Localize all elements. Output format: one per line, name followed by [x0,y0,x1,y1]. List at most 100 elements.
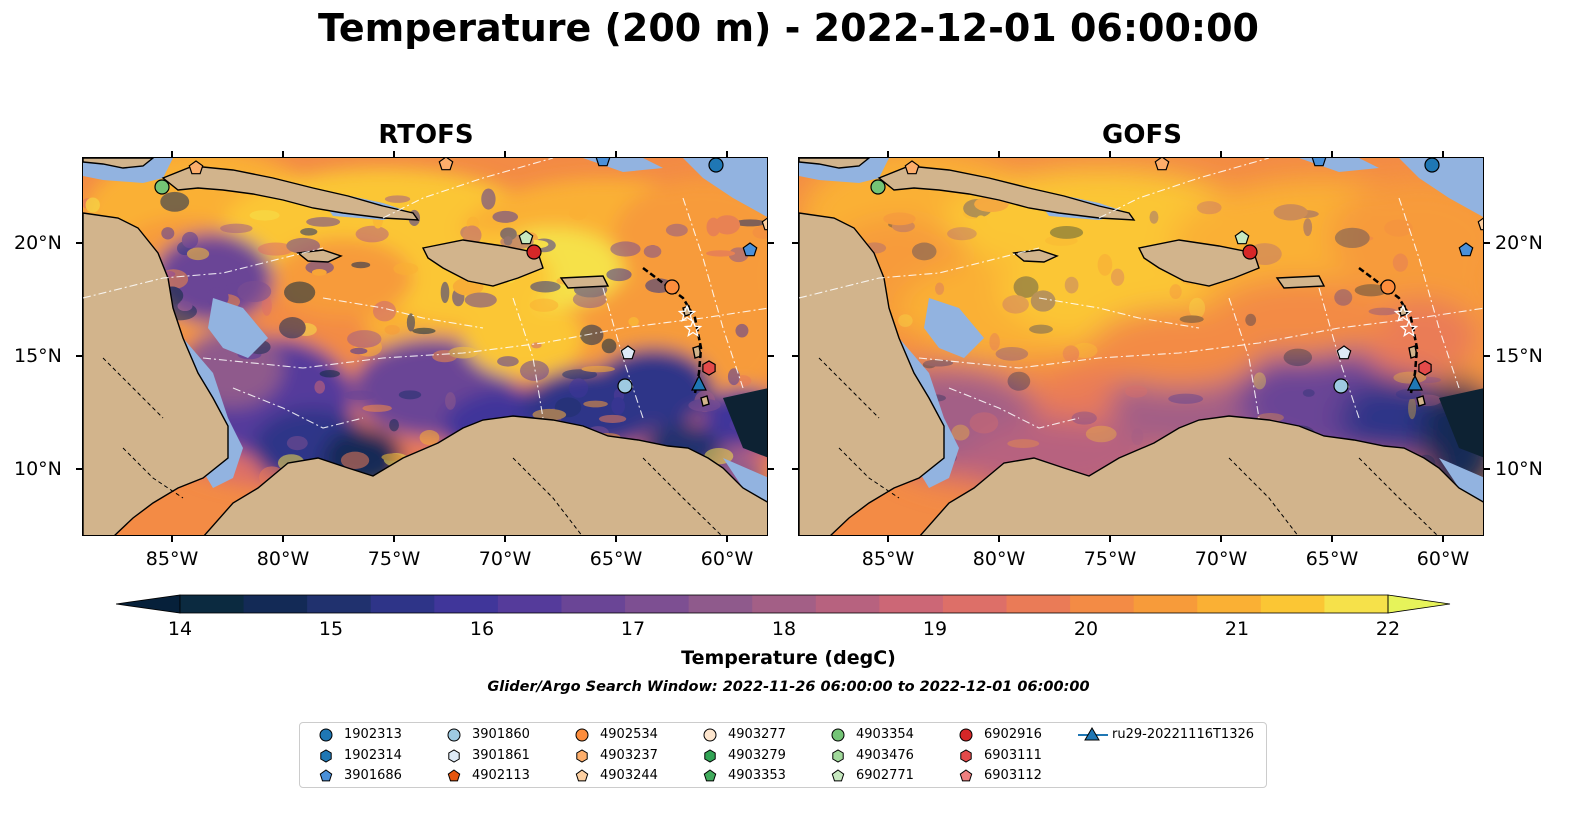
field-speckle [951,424,970,441]
field-speckle [412,327,436,335]
field-speckle [481,188,496,210]
hexagon-marker-icon [576,748,588,763]
field-speckle [610,241,641,257]
legend-label: 4903354 [856,727,914,742]
colorbar-segment [497,595,563,613]
field-speckle [440,281,450,304]
shallow-water-mask [683,158,767,217]
field-speckle [1110,268,1125,286]
field-speckle [347,330,382,348]
x-tick-label: 80°W [972,548,1026,570]
field-speckle [286,237,321,254]
legend-label: 3901860 [472,727,530,742]
field-speckle [464,292,497,308]
colorbar-tick-label: 16 [469,618,495,640]
float-marker [620,345,636,360]
eez-boundary [1398,197,1460,389]
hexagon-marker-icon [320,748,332,763]
field-speckle [1289,209,1319,219]
field-speckle [611,397,625,415]
field-speckle [1131,428,1144,446]
field-speckle [995,347,1029,361]
field-speckle [340,451,370,469]
field-speckle [1392,253,1409,272]
hexagon-marker-icon [832,748,844,763]
legend-label: 6902771 [856,768,914,783]
y-tick-label: 10°N [14,458,62,480]
field-speckle [728,247,749,263]
float-marker [761,217,767,231]
colorbar-segment [1070,595,1135,613]
field-speckle [384,195,411,203]
field-speckle [989,333,1000,351]
field-speckle [1340,235,1374,242]
float-marker [595,158,611,167]
eez-boundary [682,197,744,389]
eez-boundary [1038,297,1200,329]
float-marker [702,360,716,376]
field-speckle [1273,204,1308,221]
colorbar-segment [625,595,690,613]
field-speckle [1179,315,1204,323]
field-speckle [962,208,983,219]
colorbar-segment [688,595,753,613]
land [919,415,1483,535]
float-marker [1407,374,1423,391]
temperature-blob [153,233,273,323]
land [296,249,343,263]
colorbar-segment [180,595,245,613]
legend-label: 4903237 [600,747,658,763]
land [559,275,610,289]
map-panel-rtofs[interactable] [82,157,768,536]
legend-label: 3901861 [472,747,530,763]
field-speckle [1303,218,1313,237]
field-speckle [1029,324,1053,334]
field-speckle [503,236,513,246]
float-marker [1393,304,1413,322]
land [799,158,871,169]
legend-label: 6902916 [984,727,1042,742]
field-speckle [735,323,749,338]
eez-boundary [512,297,544,419]
country-border [122,447,184,499]
field-speckle [569,206,588,221]
field-speckle [963,198,992,218]
float-marker [1154,158,1170,171]
country-border [818,357,880,419]
field-speckle [497,356,519,367]
field-speckle [355,225,389,243]
y-tick-label: 20°N [1495,232,1543,254]
temperature-map-rtofs [83,158,767,535]
eez-boundary [322,297,484,329]
float-marker [438,158,454,171]
float-marker [742,242,758,257]
circle-marker-icon [447,728,461,742]
float-marker [664,279,680,295]
field-speckle [85,197,100,213]
field-speckle [1013,276,1039,298]
field-speckle [1085,425,1117,443]
field-speckle [628,316,639,327]
field-speckle [922,361,936,369]
legend-label: 4903353 [728,768,786,783]
colorbar-tick-label: 15 [318,618,344,640]
x-tick-label: 75°W [367,548,421,570]
land [83,158,155,169]
x-tick-label: 75°W [1083,548,1137,570]
land [700,395,710,407]
field-speckle [1368,307,1398,316]
x-tick-label: 70°W [478,548,532,570]
land [1416,395,1426,407]
field-speckle [1283,348,1313,367]
eez-boundary [918,307,1483,369]
field-speckle [975,215,987,230]
colorbar-tick-label: 22 [1375,618,1401,640]
land [1275,275,1326,289]
field-speckle [284,281,316,304]
field-speckle [1045,235,1078,246]
eez-boundary [602,287,644,419]
map-panel-gofs[interactable] [798,157,1484,536]
x-tick-label: 60°W [1416,548,1470,570]
eez-boundary [1318,287,1360,419]
shallow-water-mask [924,298,984,358]
